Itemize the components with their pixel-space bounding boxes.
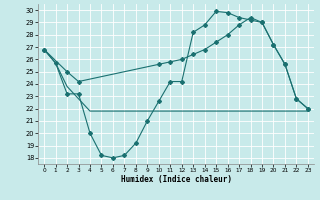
X-axis label: Humidex (Indice chaleur): Humidex (Indice chaleur) xyxy=(121,175,231,184)
